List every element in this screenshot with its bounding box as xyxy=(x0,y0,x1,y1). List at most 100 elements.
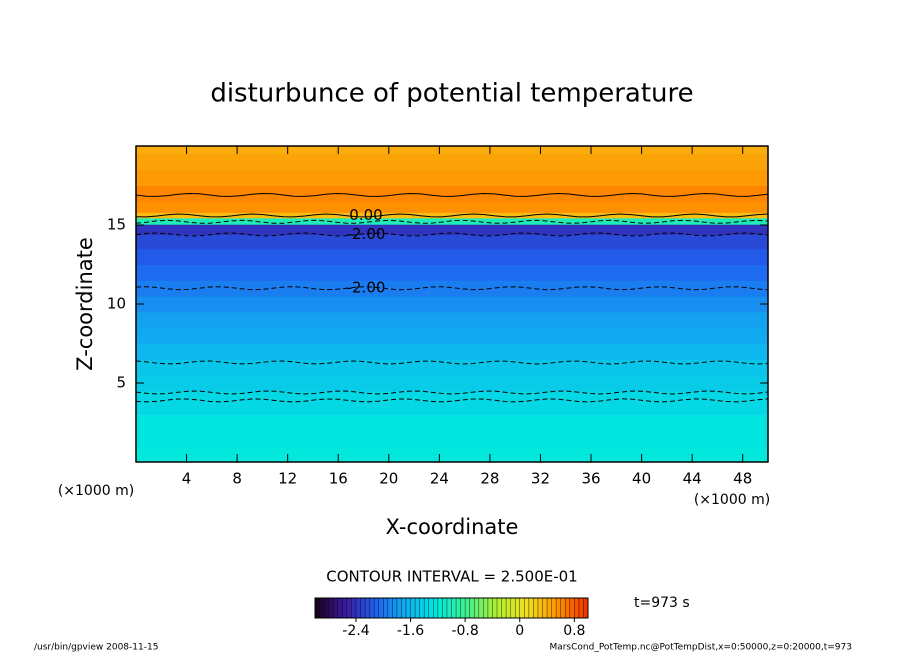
colorbar-cell xyxy=(419,598,425,618)
contour-line xyxy=(135,192,769,197)
colorbar-cell xyxy=(378,598,384,618)
y-tick-label: 10 xyxy=(107,295,126,313)
field-band xyxy=(136,185,768,202)
x-tick-label: 36 xyxy=(581,470,600,488)
field-band xyxy=(136,224,768,235)
colorbar-cell xyxy=(533,598,539,618)
field-band xyxy=(136,446,768,463)
colorbar-cell xyxy=(547,598,552,618)
y-unit: (×1000 m) xyxy=(58,483,134,499)
field-band xyxy=(136,248,768,265)
x-tick-label: 8 xyxy=(232,470,242,488)
field-band xyxy=(136,375,768,392)
colorbar-tick-label: -2.4 xyxy=(342,623,369,639)
colorbar-cell xyxy=(456,598,461,618)
colorbar-cell xyxy=(342,598,348,618)
colorbar-cell xyxy=(346,598,352,618)
chart-title: disturbunce of potential temperature xyxy=(210,79,693,109)
colorbar-cell xyxy=(437,598,443,618)
colorbar-cell xyxy=(351,598,357,618)
colorbar-tick-label: -0.8 xyxy=(451,623,478,639)
colorbar-cell xyxy=(524,598,530,618)
field-band xyxy=(136,201,768,213)
contour-line xyxy=(135,232,769,237)
colorbar-cell xyxy=(360,598,366,618)
field-band xyxy=(136,212,768,219)
colorbar-tick-label: -1.6 xyxy=(397,623,424,639)
x-tick-label: 4 xyxy=(182,470,192,488)
x-tick-label: 48 xyxy=(733,470,752,488)
field-band xyxy=(136,343,768,360)
contour-line xyxy=(135,219,769,224)
colorbar-cell xyxy=(406,598,411,618)
colorbar-cell xyxy=(515,598,521,618)
contour-line xyxy=(135,360,769,365)
y-axis-label: Z-coordinate xyxy=(73,237,97,371)
field-band xyxy=(136,264,768,281)
colorbar-cell xyxy=(374,598,379,618)
field-band xyxy=(136,146,768,155)
contour-line xyxy=(135,213,769,218)
colorbar-cell xyxy=(519,598,525,618)
y-tick-label: 5 xyxy=(116,374,126,392)
field-band xyxy=(136,296,768,313)
colorbar-cell xyxy=(415,598,420,618)
colorbar-cell xyxy=(501,598,507,618)
y-tick-label: 15 xyxy=(107,216,126,234)
colorbar-cell xyxy=(369,598,375,618)
field-band xyxy=(136,390,768,416)
x-tick-label: 32 xyxy=(531,470,550,488)
contour-label: -2.00 xyxy=(347,279,386,297)
colorbar-cell xyxy=(319,598,325,618)
colorbar-cell xyxy=(465,598,470,618)
colorbar-cell xyxy=(560,598,566,618)
colorbar-cell xyxy=(315,598,320,618)
colorbar-cell xyxy=(510,598,516,618)
colorbar-cell xyxy=(328,598,334,618)
x-axis-label: X-coordinate xyxy=(386,515,519,539)
colorbar-cell xyxy=(451,598,457,618)
colorbar-cell xyxy=(442,598,448,618)
colorbar-cell xyxy=(506,598,511,618)
colorbar-tick-label: 0 xyxy=(515,623,524,639)
contour-label: -2.00 xyxy=(347,225,386,243)
time-label: t=973 s xyxy=(634,595,690,611)
contour-line xyxy=(135,398,769,403)
x-tick-label: 16 xyxy=(329,470,348,488)
contour-interval: CONTOUR INTERVAL = 2.500E-01 xyxy=(326,568,577,586)
x-tick-label: 12 xyxy=(278,470,297,488)
colorbar-cell xyxy=(483,598,489,618)
colorbar-cell xyxy=(392,598,398,618)
colorbar-cell xyxy=(528,598,534,618)
footer-right: MarsCond_PotTemp.nc@PotTempDist,x=0:5000… xyxy=(549,643,852,653)
x-tick-label: 44 xyxy=(683,470,702,488)
colorbar-cell xyxy=(333,598,339,618)
x-tick-label: 28 xyxy=(480,470,499,488)
x-tick-label: 24 xyxy=(430,470,449,488)
contour-line xyxy=(135,390,769,395)
colorbar-cell xyxy=(469,598,475,618)
colorbar-cell xyxy=(433,598,439,618)
colorbar-cell xyxy=(565,598,571,618)
contour-label: 0.00 xyxy=(349,206,382,224)
field-band xyxy=(136,217,768,225)
footer-left: /usr/bin/gpview 2008-11-15 xyxy=(34,643,158,653)
colorbar-cell xyxy=(574,598,580,618)
colorbar-cell xyxy=(578,598,584,618)
colorbar-cell xyxy=(428,598,434,618)
colorbar-cell xyxy=(492,598,498,618)
colorbar-cell xyxy=(410,598,416,618)
colorbar-cell xyxy=(460,598,466,618)
colorbar-cell xyxy=(337,598,343,618)
field-band xyxy=(136,169,768,186)
colorbar-cell xyxy=(424,598,430,618)
colorbar-cell xyxy=(446,598,452,618)
colorbar-cell xyxy=(537,598,543,618)
field-band xyxy=(136,280,768,297)
colorbar-cell xyxy=(551,598,557,618)
field-band xyxy=(136,359,768,376)
x-tick-label: 20 xyxy=(379,470,398,488)
field-band xyxy=(136,327,768,344)
colorbar-cell xyxy=(387,598,393,618)
